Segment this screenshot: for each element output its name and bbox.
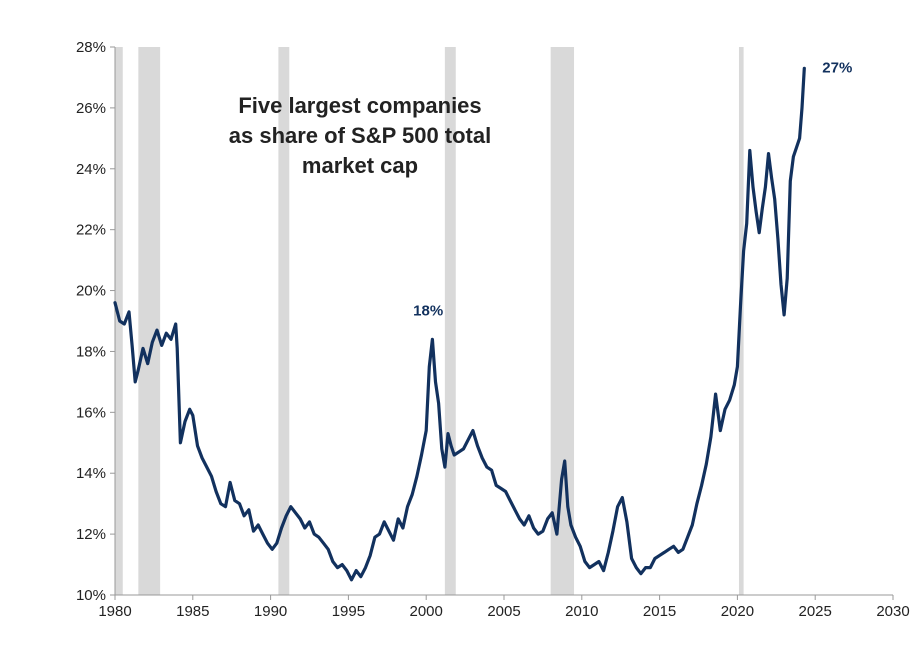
title-line-3: market cap — [302, 153, 418, 178]
x-tick-label: 2020 — [721, 603, 754, 620]
y-tick-label: 10% — [76, 587, 106, 604]
annotation-label: 18% — [413, 302, 443, 319]
annotations: 18% 27% — [413, 59, 852, 319]
x-tick-label: 1980 — [98, 603, 131, 620]
x-tick-label: 2005 — [487, 603, 520, 620]
y-tick-label: 20% — [76, 283, 106, 300]
x-tick-label: 2000 — [410, 603, 443, 620]
title-line-1: Five largest companies — [238, 93, 481, 118]
y-tick-label: 18% — [76, 343, 106, 360]
x-tick-label: 1990 — [254, 603, 287, 620]
x-tick-label: 2025 — [799, 603, 832, 620]
recession-band-4 — [444, 47, 456, 595]
recession-band-5 — [550, 47, 575, 595]
recession-band-3 — [278, 47, 290, 595]
series-line-1 — [113, 66, 806, 582]
y-tick-label: 26% — [76, 100, 106, 117]
x-tick-label: 2030 — [876, 603, 909, 620]
y-tick-label: 22% — [76, 222, 106, 239]
y-tick-label: 28% — [76, 39, 106, 56]
y-tick-label: 24% — [76, 161, 106, 178]
x-tick-label: 1995 — [332, 603, 365, 620]
x-tick-label: 1985 — [176, 603, 209, 620]
title-line-2: as share of S&P 500 total — [229, 123, 492, 148]
y-tick-label: 14% — [76, 465, 106, 482]
recession-band-2 — [138, 47, 161, 595]
chart-title: Five largest companies as share of S&P 5… — [229, 93, 492, 178]
y-tick-label: 16% — [76, 404, 106, 421]
series-layer — [113, 66, 806, 582]
y-tick-label: 12% — [76, 526, 106, 543]
annotation-label: 27% — [822, 59, 852, 76]
tick-marks: 10% 12% 14% 16% 18% 20% 22% 24% 26% 28% 1980 1985 19… — [76, 39, 910, 620]
x-tick-label: 2010 — [565, 603, 598, 620]
x-tick-label: 2015 — [643, 603, 676, 620]
